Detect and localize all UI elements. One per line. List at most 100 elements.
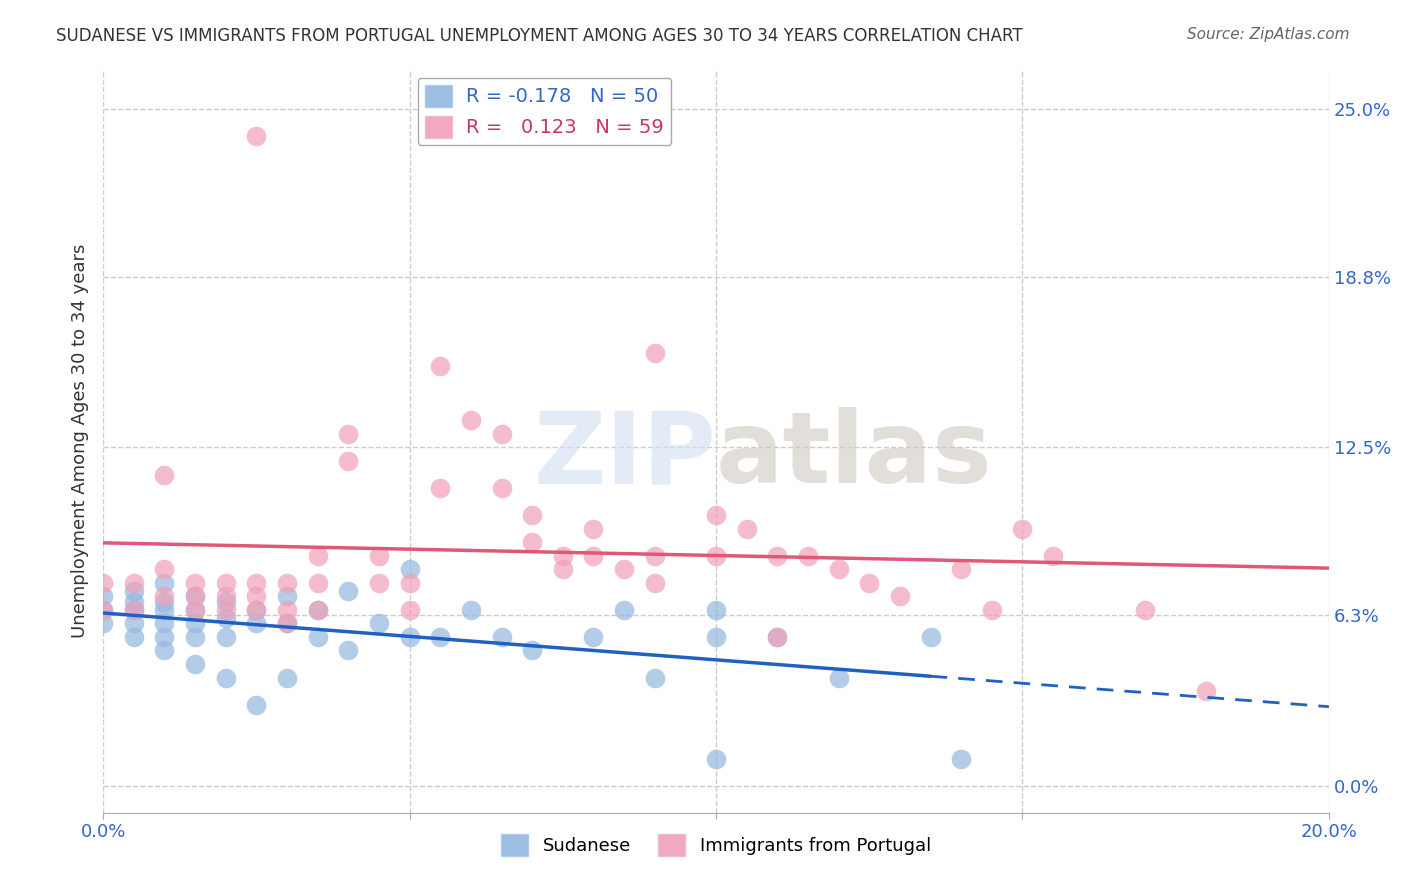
Point xyxy=(582,630,605,644)
Point xyxy=(215,590,238,604)
Point xyxy=(91,603,114,617)
Point xyxy=(153,603,176,617)
Y-axis label: Unemployment Among Ages 30 to 34 years: Unemployment Among Ages 30 to 34 years xyxy=(72,244,89,638)
Point xyxy=(153,590,176,604)
Point xyxy=(122,616,145,631)
Point xyxy=(122,603,145,617)
Point xyxy=(491,630,513,644)
Text: Source: ZipAtlas.com: Source: ZipAtlas.com xyxy=(1187,27,1350,42)
Point xyxy=(245,590,267,604)
Point xyxy=(153,562,176,576)
Point xyxy=(91,590,114,604)
Point xyxy=(153,630,176,644)
Point xyxy=(460,413,482,427)
Point xyxy=(122,575,145,590)
Point xyxy=(980,603,1002,617)
Point xyxy=(215,595,238,609)
Point xyxy=(644,345,666,359)
Point xyxy=(307,630,329,644)
Point xyxy=(398,575,420,590)
Point xyxy=(245,129,267,144)
Point xyxy=(122,595,145,609)
Point xyxy=(153,595,176,609)
Point xyxy=(735,522,758,536)
Point xyxy=(1133,603,1156,617)
Point xyxy=(307,603,329,617)
Point xyxy=(307,603,329,617)
Point xyxy=(337,454,360,468)
Point xyxy=(950,752,973,766)
Point xyxy=(520,643,543,657)
Point xyxy=(858,575,880,590)
Point xyxy=(920,630,942,644)
Point xyxy=(245,616,267,631)
Point xyxy=(153,467,176,482)
Point xyxy=(122,583,145,598)
Point xyxy=(429,481,451,495)
Point xyxy=(1042,549,1064,563)
Point xyxy=(582,522,605,536)
Point xyxy=(245,603,267,617)
Point xyxy=(245,575,267,590)
Point xyxy=(704,752,727,766)
Point xyxy=(644,549,666,563)
Point xyxy=(245,698,267,712)
Point xyxy=(704,508,727,523)
Point xyxy=(184,590,207,604)
Point xyxy=(184,603,207,617)
Point xyxy=(613,603,636,617)
Point xyxy=(215,603,238,617)
Legend: R = -0.178   N = 50, R =   0.123   N = 59: R = -0.178 N = 50, R = 0.123 N = 59 xyxy=(418,78,671,145)
Point xyxy=(215,671,238,685)
Point xyxy=(398,562,420,576)
Point xyxy=(245,603,267,617)
Point xyxy=(551,549,574,563)
Point xyxy=(460,603,482,617)
Point xyxy=(215,575,238,590)
Text: SUDANESE VS IMMIGRANTS FROM PORTUGAL UNEMPLOYMENT AMONG AGES 30 TO 34 YEARS CORR: SUDANESE VS IMMIGRANTS FROM PORTUGAL UNE… xyxy=(56,27,1024,45)
Point xyxy=(307,575,329,590)
Point xyxy=(184,603,207,617)
Point xyxy=(91,616,114,631)
Point xyxy=(122,603,145,617)
Point xyxy=(429,359,451,374)
Point xyxy=(704,549,727,563)
Point xyxy=(520,535,543,549)
Point xyxy=(184,590,207,604)
Point xyxy=(368,549,391,563)
Text: atlas: atlas xyxy=(716,407,993,504)
Point xyxy=(766,549,789,563)
Point xyxy=(184,616,207,631)
Point xyxy=(827,562,849,576)
Point xyxy=(644,671,666,685)
Point xyxy=(889,590,911,604)
Point xyxy=(276,671,298,685)
Point xyxy=(429,630,451,644)
Point xyxy=(766,630,789,644)
Point xyxy=(398,603,420,617)
Point xyxy=(276,616,298,631)
Point xyxy=(184,630,207,644)
Point xyxy=(215,611,238,625)
Point xyxy=(276,603,298,617)
Point xyxy=(827,671,849,685)
Point xyxy=(613,562,636,576)
Point xyxy=(644,575,666,590)
Point xyxy=(153,575,176,590)
Point xyxy=(704,630,727,644)
Point xyxy=(276,590,298,604)
Point xyxy=(520,508,543,523)
Point xyxy=(91,575,114,590)
Point xyxy=(276,616,298,631)
Point xyxy=(215,630,238,644)
Point xyxy=(337,426,360,441)
Point xyxy=(337,643,360,657)
Point xyxy=(153,616,176,631)
Point xyxy=(491,481,513,495)
Point xyxy=(1195,684,1218,698)
Point xyxy=(704,603,727,617)
Point xyxy=(276,575,298,590)
Point xyxy=(122,630,145,644)
Point xyxy=(368,616,391,631)
Text: ZIP: ZIP xyxy=(533,407,716,504)
